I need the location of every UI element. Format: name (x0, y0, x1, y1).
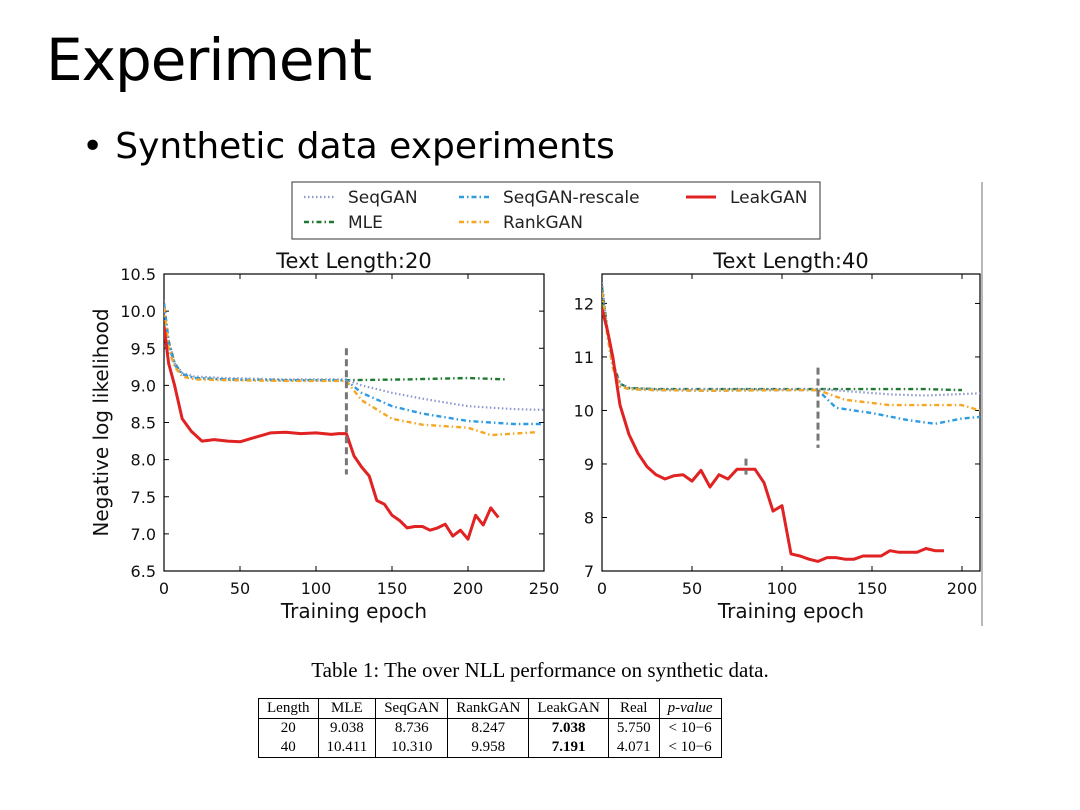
table-header-p-value: p-value (658, 698, 722, 719)
y-tick-label: 12 (574, 294, 594, 313)
table-row: 20 9.038 8.736 8.247 7.038 5.750 < 10−6 (258, 718, 722, 738)
y-tick-label: 9.5 (131, 339, 156, 358)
chart-panel-length-40: Text Length:40 7 8 9 10 11 12 0 50 100 150 200 Train… (574, 249, 981, 623)
plot-area (601, 273, 981, 572)
table-cell: 8.247 (447, 718, 530, 738)
x-tick-label: 200 (453, 579, 484, 598)
legend-label-seqgan: SeqGAN (348, 188, 418, 208)
table-caption: Table 1: The over NLL performance on syn… (311, 658, 769, 682)
legend-label-rankgan: RankGAN (503, 213, 583, 233)
chart-title: Text Length:20 (275, 249, 431, 273)
table-cell: 20 (258, 718, 319, 738)
legend: SeqGAN SeqGAN-rescale LeakGAN MLE RankGAN (291, 181, 821, 240)
table-cell-best: 7.191 (528, 738, 609, 758)
nll-table: Length MLE SeqGAN RankGAN LeakGAN Real p… (258, 698, 722, 758)
x-tick-label: 100 (767, 579, 798, 598)
bullet-dot: • (82, 126, 104, 167)
bullet-text: Synthetic data experiments (115, 126, 615, 167)
table-cell: 8.736 (375, 718, 449, 738)
table-cell: 40 (258, 738, 319, 758)
table-header-leakgan: LeakGAN (528, 698, 609, 719)
y-tick-label: 10 (574, 401, 594, 420)
series-line-seqgan-rescale (164, 303, 544, 426)
series-line-leakgan (164, 325, 500, 541)
table-header-real: Real (607, 698, 660, 719)
y-axis-label: Negative log likelihood (90, 308, 113, 536)
x-tick-label: 0 (159, 579, 169, 598)
legend-label-seqgan-rescale: SeqGAN-rescale (503, 188, 640, 208)
y-tick-label: 8.5 (131, 414, 156, 433)
table-header-mle: MLE (317, 698, 377, 719)
table-header-rankgan: RankGAN (447, 698, 530, 719)
table-cell: < 10−6 (658, 718, 722, 738)
table-header-length: Length (258, 698, 319, 719)
y-tick-label: 6.5 (131, 562, 156, 581)
table-cell: 9.038 (317, 718, 377, 738)
legend-label-leakgan: LeakGAN (730, 188, 807, 208)
chart-title: Text Length:40 (712, 249, 868, 273)
y-tick-label: 10.0 (120, 302, 156, 321)
legend-frame (291, 181, 821, 240)
table-cell: 5.750 (607, 718, 660, 738)
chart-panel-length-20: Text Length:20 6.5 7.0 7.5 8.0 8.5 9.0 9.5 10.0 1… (90, 249, 559, 623)
figure-background (90, 180, 985, 626)
x-tick-label: 100 (301, 579, 332, 598)
table-cell: 10.411 (317, 738, 377, 758)
table-cell: 10.310 (375, 738, 449, 758)
table-header-row: Length MLE SeqGAN RankGAN LeakGAN Real p… (258, 698, 722, 719)
x-axis-label: Training epoch (280, 599, 427, 623)
y-tick-label: 7.0 (131, 525, 156, 544)
table-row: 40 10.411 10.310 9.958 7.191 4.071 < 10−… (258, 738, 722, 758)
series-line-rankgan (164, 307, 537, 437)
x-tick-label: 150 (377, 579, 408, 598)
y-tick-label: 8.0 (131, 451, 156, 470)
y-tick-label: 9 (584, 455, 594, 474)
x-tick-label: 250 (529, 579, 560, 598)
series-line-leakgan (602, 308, 944, 563)
y-tick-label: 11 (574, 348, 594, 367)
legend-label-mle: MLE (348, 213, 383, 233)
bullet-item: • Synthetic data experiments (82, 126, 615, 167)
x-axis-label: Training epoch (717, 599, 864, 623)
x-tick-label: 0 (597, 579, 607, 598)
x-tick-label: 150 (857, 579, 888, 598)
x-tick-label: 200 (947, 579, 978, 598)
table-header-seqgan: SeqGAN (375, 698, 449, 719)
figure: SeqGAN SeqGAN-rescale LeakGAN MLE RankGAN Te… (90, 180, 985, 626)
slide-title: Experiment (46, 26, 372, 94)
x-tick-label: 50 (682, 579, 702, 598)
table-cell: 9.958 (447, 738, 530, 758)
table-cell-best: 7.038 (528, 718, 609, 738)
y-tick-label: 9.0 (131, 376, 156, 395)
table-cell: < 10−6 (658, 738, 722, 758)
y-tick-label: 7 (584, 562, 594, 581)
y-tick-label: 10.5 (120, 265, 156, 284)
y-tick-label: 8 (584, 508, 594, 527)
x-tick-label: 50 (230, 579, 250, 598)
y-tick-label: 7.5 (131, 488, 156, 507)
table-cell: 4.071 (607, 738, 660, 758)
